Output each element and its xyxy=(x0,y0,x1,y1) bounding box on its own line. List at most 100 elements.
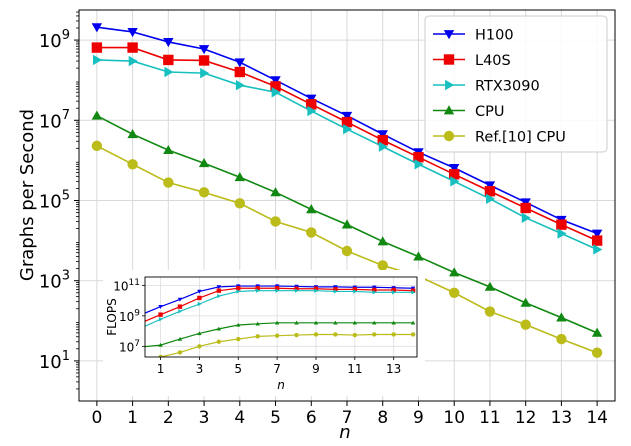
data-point-ref-10-cpu xyxy=(234,198,245,209)
x-tick-label: 4 xyxy=(234,408,245,428)
data-point-h100 xyxy=(270,76,281,86)
legend-marker-rtx3090 xyxy=(445,79,455,91)
inset-data-point-rtx3090 xyxy=(158,317,163,322)
inset-data-point-cpu xyxy=(352,320,358,325)
inset-series xyxy=(145,284,416,357)
data-point-ref-10-cpu xyxy=(127,159,138,170)
inset-data-point-rtx3090 xyxy=(217,293,222,299)
inset-data-point-cpu xyxy=(313,320,319,325)
data-point-ref-10-cpu xyxy=(198,187,210,198)
legend-entry-l40s: L40S xyxy=(433,53,511,69)
inset-data-point-l40s xyxy=(274,286,280,291)
inset-series-l40s xyxy=(145,286,416,322)
data-point-h100 xyxy=(127,27,138,38)
data-point-cpu xyxy=(270,187,281,197)
data-point-cpu xyxy=(520,297,531,307)
inset-data-point-rtx3090 xyxy=(236,289,241,294)
inset-data-point-rtx3090 xyxy=(275,288,280,293)
data-point-rtx3090 xyxy=(271,87,281,98)
inset-series-cpu xyxy=(145,320,416,348)
data-point-ref-10-cpu xyxy=(306,227,317,238)
data-point-h100 xyxy=(484,181,496,191)
inset-data-point-cpu xyxy=(216,326,222,331)
x-ticks: 0 1 2 3 4 5 6 7 8 9 10 11 12 13 14 xyxy=(91,401,608,428)
y-ticks: 101 103 105 107 109 xyxy=(39,11,79,390)
x-tick-label: 8 xyxy=(377,408,388,428)
main-series xyxy=(91,23,603,358)
inset-y-tick-label: 107 xyxy=(119,339,140,354)
x-tick-label: 14 xyxy=(586,408,608,428)
x-tick-label: 0 xyxy=(91,408,102,428)
series-cpu xyxy=(91,110,603,337)
inset-data-point-l40s xyxy=(158,312,163,317)
data-point-rtx3090 xyxy=(235,79,245,91)
data-point-l40s xyxy=(413,152,424,163)
x-tick-label: 7 xyxy=(342,408,353,428)
data-point-rtx3090 xyxy=(164,66,174,78)
inset-data-point-h100 xyxy=(177,297,183,302)
inset-data-point-rtx3090 xyxy=(333,289,338,294)
inset-data-point-ref-10-cpu xyxy=(333,332,338,337)
x-tick-label: 13 xyxy=(551,408,573,428)
data-point-l40s xyxy=(341,116,353,128)
inset-data-point-ref-10-cpu xyxy=(255,334,260,339)
data-point-rtx3090 xyxy=(307,105,317,117)
data-point-rtx3090 xyxy=(521,212,531,224)
inset-data-point-ref-10-cpu xyxy=(313,332,319,337)
legend-label-l40s: L40S xyxy=(475,53,511,69)
data-point-cpu xyxy=(163,144,174,155)
legend-box xyxy=(424,15,608,153)
inset-x-tick-label: 13 xyxy=(386,362,401,376)
y-tick-label: 103 xyxy=(39,269,70,293)
inset-data-point-rtx3090 xyxy=(353,289,358,294)
data-point-rtx3090 xyxy=(92,54,103,66)
inset-x-tick-label: 9 xyxy=(312,362,320,376)
data-point-cpu xyxy=(377,236,388,246)
data-point-l40s xyxy=(377,134,388,146)
inset-x-tick-label: 7 xyxy=(273,362,281,376)
inset-data-point-h100 xyxy=(158,305,163,309)
legend-marker-h100 xyxy=(443,30,455,40)
inset-x-tick-label: 3 xyxy=(196,362,204,376)
data-point-cpu xyxy=(556,312,567,322)
inset-data-point-rtx3090 xyxy=(392,290,396,295)
inset-data-point-ref-10-cpu xyxy=(410,332,416,337)
inset-data-point-ref-10-cpu xyxy=(274,333,280,338)
data-point-cpu xyxy=(484,281,496,291)
y-tick-label: 101 xyxy=(39,349,70,373)
data-point-ref-10-cpu xyxy=(484,306,496,317)
series-h100 xyxy=(91,23,603,239)
data-point-rtx3090 xyxy=(343,123,353,135)
inset-data-point-cpu xyxy=(391,320,396,325)
inset-frame xyxy=(144,276,418,358)
inset-data-point-l40s xyxy=(177,304,183,309)
data-point-rtx3090 xyxy=(593,244,603,255)
data-point-h100 xyxy=(91,23,103,33)
inset-data-point-cpu xyxy=(255,321,260,326)
inset-y-tick-label: 109 xyxy=(119,308,140,323)
data-point-ref-10-cpu xyxy=(449,287,460,298)
y-tick-label: 105 xyxy=(39,188,70,212)
legend-entry-ref-10-cpu: Ref.[10] CPU xyxy=(433,130,566,146)
inset-data-point-rtx3090 xyxy=(411,290,416,295)
inset-data-point-l40s xyxy=(410,288,416,293)
inset-data-point-ref-10-cpu xyxy=(352,332,358,338)
data-point-h100 xyxy=(341,111,353,121)
data-point-l40s xyxy=(270,81,281,92)
inset-data-point-cpu xyxy=(158,342,163,347)
inset-data-point-cpu xyxy=(333,320,338,325)
inset-data-point-h100 xyxy=(372,285,377,290)
data-point-l40s xyxy=(127,42,138,53)
series-ref-10-cpu xyxy=(91,140,603,358)
data-point-rtx3090 xyxy=(128,55,138,67)
data-point-ref-10-cpu xyxy=(520,319,531,330)
data-point-rtx3090 xyxy=(450,176,460,187)
x-tick-label: 9 xyxy=(413,408,424,428)
legend-label-cpu: CPU xyxy=(475,104,504,120)
inset-data-point-ref-10-cpu xyxy=(197,344,202,349)
inset-y-axis-title: FLOPS xyxy=(105,298,119,335)
data-point-h100 xyxy=(234,58,245,68)
inset-data-point-rtx3090 xyxy=(314,288,319,293)
data-point-l40s xyxy=(556,219,567,230)
